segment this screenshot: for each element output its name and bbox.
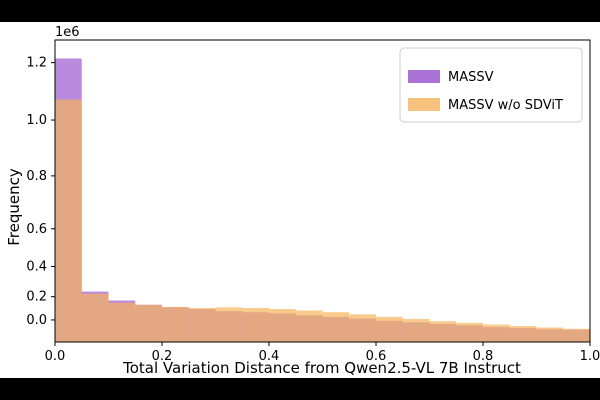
y-tick-label: 1.2 <box>26 56 47 71</box>
x-axis: 0.0 0.2 0.4 0.6 0.8 1.0 <box>45 342 600 364</box>
histogram-figure: 1e6 0.0 0.2 0.4 0.6 0.8 1.0 0.0 0.2 0.4 0.6 0.8 1.… <box>0 22 600 378</box>
y-tick-label: 1.0 <box>26 113 47 128</box>
histogram-bar-massv-wo-sdvit-5 <box>188 307 216 342</box>
legend-label-massv: MASSV <box>448 70 494 85</box>
legend-swatch-massv <box>408 70 440 83</box>
x-tick-label: 0.8 <box>473 349 494 364</box>
histogram-bar-massv-wo-sdvit-2 <box>108 302 136 342</box>
histogram-bar-massv-wo-sdvit-6 <box>215 307 243 342</box>
y-tick-label: 0.8 <box>26 169 47 184</box>
histogram-bar-massv-wo-sdvit-4 <box>162 306 189 342</box>
histogram-bar-massv-wo-sdvit-13 <box>402 319 430 342</box>
histogram-bar-massv-wo-sdvit-19 <box>563 328 590 342</box>
x-tick-label: 0.2 <box>152 349 173 364</box>
y-tick-label: 0.0 <box>26 313 47 328</box>
x-tick-label: 1.0 <box>580 349 600 364</box>
histogram-bar-massv-wo-sdvit-15 <box>456 322 483 342</box>
histogram-bar-massv-wo-sdvit-18 <box>536 327 564 342</box>
histogram-bar-massv-wo-sdvit-10 <box>322 312 350 342</box>
x-tick-label: 0.4 <box>259 349 280 364</box>
histogram-bar-massv-wo-sdvit-1 <box>81 293 109 342</box>
legend-label-massv-wo-sdvit: MASSV w/o SDViT <box>448 98 563 113</box>
histogram-bar-massv-wo-sdvit-12 <box>376 316 403 342</box>
histogram-bar-massv-wo-sdvit-3 <box>135 304 162 342</box>
plot-area <box>55 58 590 343</box>
histogram-bar-massv-wo-sdvit-16 <box>483 324 510 342</box>
x-tick-label: 0.0 <box>45 349 66 364</box>
x-axis-label: Total Variation Distance from Qwen2.5-VL… <box>122 359 521 377</box>
y-tick-label: 0.2 <box>26 290 47 305</box>
legend-box <box>399 47 583 123</box>
histogram-bar-massv-wo-sdvit-11 <box>349 314 376 342</box>
legend: MASSV MASSV w/o SDViT <box>399 47 583 123</box>
x-tick-label: 0.6 <box>366 349 387 364</box>
histogram-chart: 1e6 0.0 0.2 0.4 0.6 0.8 1.0 0.0 0.2 0.4 0.6 0.8 1.… <box>5 25 600 377</box>
histogram-bar-massv-wo-sdvit-7 <box>242 307 269 342</box>
histogram-bar-massv-wo-sdvit-9 <box>295 310 323 342</box>
histogram-bar-massv-wo-sdvit-0 <box>55 99 82 343</box>
y-tick-label: 0.4 <box>26 260 47 275</box>
histogram-bar-massv-wo-sdvit-8 <box>269 309 296 342</box>
histogram-bar-massv-wo-sdvit-14 <box>429 321 457 342</box>
plot-frame <box>54 39 591 343</box>
y-axis-label: Frequency <box>5 168 23 246</box>
y-offset-text: 1e6 <box>55 25 80 40</box>
y-tick-label: 0.6 <box>26 222 47 237</box>
histogram-bar-massv-wo-sdvit-17 <box>509 326 537 342</box>
y-axis: 0.0 0.2 0.4 0.6 0.8 1.0 1.2 <box>26 56 55 328</box>
legend-swatch-massv-wo-sdvit <box>408 98 440 111</box>
